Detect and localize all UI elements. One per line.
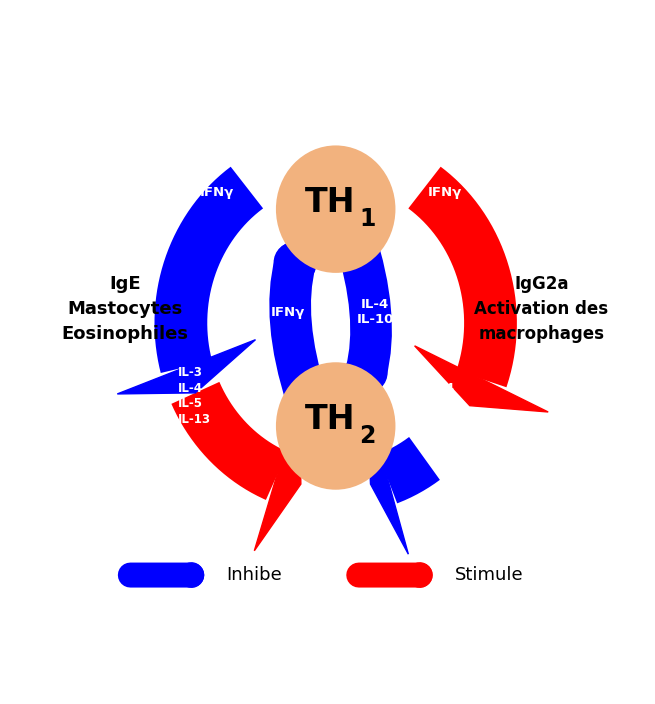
- Text: IFNγ: IFNγ: [199, 187, 234, 199]
- Polygon shape: [117, 340, 255, 394]
- Text: IL-4
IL-10
IL-13: IL-4 IL-10 IL-13: [430, 382, 462, 427]
- Text: IFNγ: IFNγ: [271, 306, 305, 319]
- Text: IFNγ: IFNγ: [428, 187, 462, 199]
- Polygon shape: [415, 346, 548, 412]
- Circle shape: [277, 364, 394, 489]
- Text: IL-4
IL-10: IL-4 IL-10: [356, 298, 394, 326]
- Text: IgE
Mastocytes
Eosinophiles: IgE Mastocytes Eosinophiles: [62, 275, 189, 344]
- Polygon shape: [254, 401, 301, 551]
- Text: IgG2a
Activation des
macrophages: IgG2a Activation des macrophages: [474, 275, 608, 344]
- Text: 2: 2: [359, 424, 375, 448]
- Text: 1: 1: [359, 207, 375, 231]
- Text: IL-3
IL-4
IL-5
IL-13: IL-3 IL-4 IL-5 IL-13: [178, 366, 212, 426]
- Text: TH: TH: [305, 403, 356, 436]
- Circle shape: [277, 147, 394, 272]
- Polygon shape: [367, 403, 408, 554]
- Text: TH: TH: [305, 186, 356, 219]
- Text: Stimule: Stimule: [455, 566, 523, 584]
- Text: Inhibe: Inhibe: [227, 566, 282, 584]
